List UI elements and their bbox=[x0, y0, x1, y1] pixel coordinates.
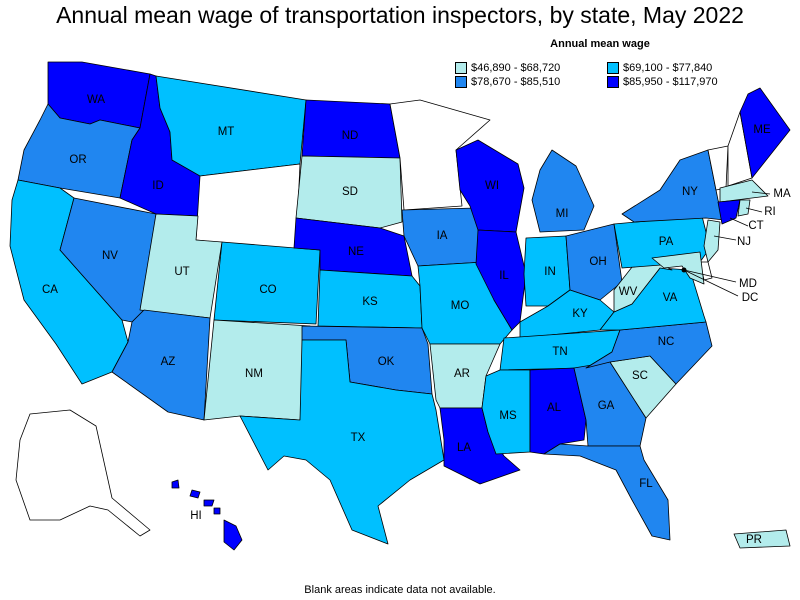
label-ri: RI bbox=[764, 206, 776, 218]
state-ri[interactable] bbox=[737, 199, 751, 217]
legend: Annual mean wage $46,890 - $68,720 $69,1… bbox=[455, 38, 755, 88]
label-fl: FL bbox=[639, 478, 653, 490]
label-mt: MT bbox=[218, 126, 235, 138]
label-ut: UT bbox=[174, 266, 189, 278]
legend-title: Annual mean wage bbox=[550, 38, 650, 50]
state-oh[interactable] bbox=[565, 223, 623, 301]
legend-item-tier-3: $78,670 - $85,510 bbox=[455, 76, 607, 88]
label-sd: SD bbox=[342, 186, 358, 198]
state-ak[interactable] bbox=[15, 409, 151, 537]
label-ct: CT bbox=[748, 220, 763, 232]
label-or: OR bbox=[69, 154, 86, 166]
label-md: MD bbox=[739, 278, 757, 290]
label-in: IN bbox=[544, 266, 556, 278]
state-fl[interactable] bbox=[543, 443, 671, 541]
legend-swatch-tier-4 bbox=[607, 76, 619, 88]
label-nc: NC bbox=[658, 336, 675, 348]
leader-lines bbox=[681, 191, 771, 297]
label-oh: OH bbox=[589, 256, 606, 268]
state-pr[interactable] bbox=[733, 529, 791, 549]
state-tx[interactable] bbox=[239, 339, 445, 545]
state-mi[interactable] bbox=[531, 149, 595, 233]
legend-item-tier-4: $85,950 - $117,970 bbox=[607, 76, 759, 88]
state-nd[interactable] bbox=[301, 99, 401, 159]
state-me[interactable] bbox=[739, 87, 791, 179]
label-nm: NM bbox=[245, 368, 263, 380]
label-ia: IA bbox=[437, 230, 448, 242]
label-ne: NE bbox=[348, 246, 364, 258]
label-ms: MS bbox=[499, 410, 517, 422]
state-wy[interactable] bbox=[195, 163, 301, 251]
label-mi: MI bbox=[556, 208, 569, 220]
legend-label-tier-3: $78,670 - $85,510 bbox=[471, 76, 561, 88]
label-wv: WV bbox=[619, 286, 638, 298]
label-pr: PR bbox=[746, 534, 762, 546]
label-nv: NV bbox=[102, 250, 118, 262]
state-ct[interactable] bbox=[717, 199, 741, 225]
legend-swatch-tier-1 bbox=[455, 62, 467, 74]
state-nj[interactable] bbox=[703, 219, 721, 263]
state-il[interactable] bbox=[475, 229, 527, 331]
label-nd: ND bbox=[342, 130, 359, 142]
state-co[interactable] bbox=[213, 241, 321, 325]
state-md[interactable] bbox=[651, 251, 705, 285]
label-ok: OK bbox=[378, 356, 395, 368]
label-tn: TN bbox=[552, 346, 567, 358]
legend-swatch-tier-2 bbox=[607, 62, 619, 74]
legend-item-tier-2: $69,100 - $77,840 bbox=[607, 62, 759, 74]
label-az: AZ bbox=[161, 356, 176, 368]
label-ga: GA bbox=[598, 400, 615, 412]
label-co: CO bbox=[259, 284, 276, 296]
label-pa: PA bbox=[659, 236, 674, 248]
label-va: VA bbox=[663, 292, 678, 304]
label-wi: WI bbox=[485, 180, 499, 192]
state-ma[interactable] bbox=[719, 179, 769, 203]
state-ny[interactable] bbox=[621, 149, 725, 223]
label-hi: HI bbox=[190, 510, 202, 522]
label-id: ID bbox=[152, 180, 164, 192]
footnote: Blank areas indicate data not available. bbox=[304, 584, 496, 596]
legend-item-tier-1: $46,890 - $68,720 bbox=[455, 62, 607, 74]
label-al: AL bbox=[547, 402, 562, 414]
state-hi[interactable] bbox=[171, 479, 243, 551]
label-wa: WA bbox=[87, 94, 105, 106]
legend-label-tier-4: $85,950 - $117,970 bbox=[623, 76, 718, 88]
state-sd[interactable] bbox=[295, 155, 403, 229]
label-sc: SC bbox=[632, 370, 648, 382]
legend-label-tier-2: $69,100 - $77,840 bbox=[623, 62, 713, 74]
label-nj: NJ bbox=[737, 236, 751, 248]
map-title: Annual mean wage of transportation inspe… bbox=[56, 2, 744, 28]
dc-marker bbox=[681, 267, 687, 273]
label-ma: MA bbox=[773, 188, 791, 200]
label-dc: DC bbox=[742, 292, 759, 304]
label-tx: TX bbox=[351, 432, 366, 444]
label-mo: MO bbox=[451, 300, 470, 312]
label-ca: CA bbox=[42, 284, 58, 296]
label-la: LA bbox=[457, 442, 471, 454]
legend-swatch-tier-3 bbox=[455, 76, 467, 88]
label-il: IL bbox=[499, 270, 509, 282]
state-nc[interactable] bbox=[585, 321, 713, 385]
label-ny: NY bbox=[682, 186, 698, 198]
label-ks: KS bbox=[362, 296, 378, 308]
legend-label-tier-1: $46,890 - $68,720 bbox=[471, 62, 561, 74]
label-ar: AR bbox=[454, 368, 470, 380]
label-ky: KY bbox=[572, 308, 588, 320]
label-me: ME bbox=[753, 124, 771, 136]
state-az[interactable] bbox=[111, 309, 211, 421]
